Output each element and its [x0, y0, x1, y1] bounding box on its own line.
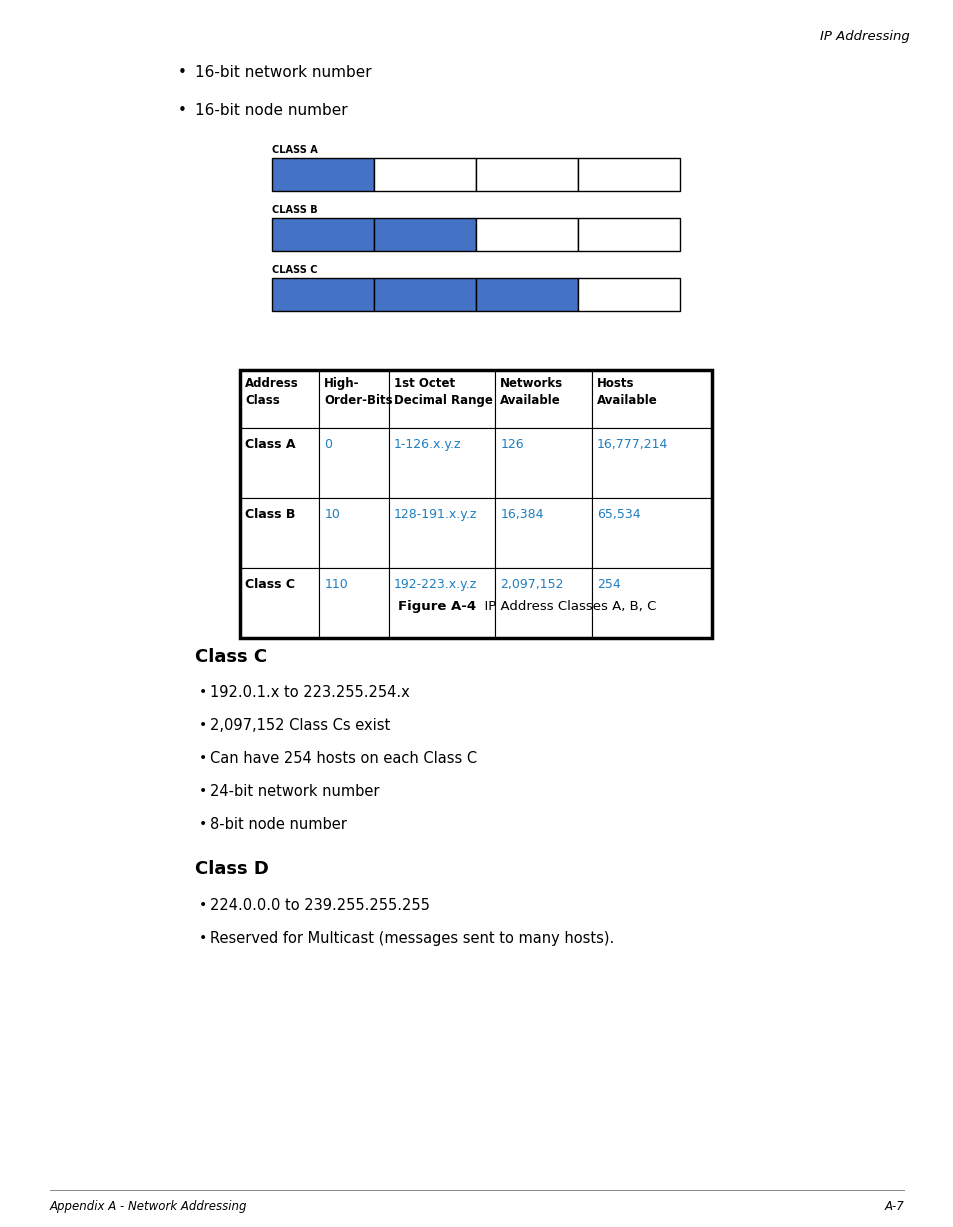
Bar	[495, 498, 592, 568]
Bar	[389, 428, 495, 498]
Text: 10: 10	[324, 508, 340, 521]
Text: 16,384: 16,384	[499, 508, 543, 521]
Text: •: •	[198, 685, 207, 699]
Text: Class C: Class C	[245, 578, 294, 591]
Bar	[240, 498, 319, 568]
Bar	[319, 498, 389, 568]
Text: •: •	[178, 65, 187, 80]
Bar	[592, 498, 711, 568]
Text: Class D: Class D	[194, 860, 269, 879]
Text: 24-bit network number: 24-bit network number	[210, 784, 379, 799]
Bar	[272, 218, 374, 252]
Text: Address
Class: Address Class	[245, 377, 298, 407]
Text: CLASS B: CLASS B	[272, 205, 317, 215]
Bar	[272, 158, 374, 191]
Text: 126: 126	[499, 438, 523, 452]
Text: 224.0.0.0 to 239.255.255.255: 224.0.0.0 to 239.255.255.255	[210, 898, 430, 913]
Text: A-7: A-7	[883, 1200, 903, 1214]
Text: Networks
Available: Networks Available	[499, 377, 563, 407]
Bar	[592, 568, 711, 638]
Text: 192.0.1.x to 223.255.254.x: 192.0.1.x to 223.255.254.x	[210, 685, 410, 699]
Bar	[240, 568, 319, 638]
Bar	[389, 371, 495, 428]
Text: 2,097,152 Class Cs exist: 2,097,152 Class Cs exist	[210, 718, 390, 733]
Text: •: •	[198, 817, 207, 831]
Text: Figure A-4: Figure A-4	[397, 600, 476, 614]
Text: 110: 110	[324, 578, 348, 591]
Text: 2,097,152: 2,097,152	[499, 578, 563, 591]
Bar	[319, 371, 389, 428]
Bar	[374, 158, 476, 191]
Text: •: •	[198, 931, 207, 945]
Text: 1st Octet
Decimal Range: 1st Octet Decimal Range	[394, 377, 493, 407]
Text: CLASS C: CLASS C	[272, 265, 317, 275]
Text: 0: 0	[324, 438, 332, 452]
Bar	[389, 498, 495, 568]
Bar	[495, 428, 592, 498]
Text: Class B: Class B	[245, 508, 295, 521]
Text: IP Address Classes A, B, C: IP Address Classes A, B, C	[476, 600, 656, 614]
Bar	[476, 218, 578, 252]
Bar	[240, 371, 319, 428]
Text: •: •	[198, 751, 207, 764]
Bar	[240, 428, 319, 498]
Text: Class A: Class A	[245, 438, 295, 452]
Bar	[319, 568, 389, 638]
Bar	[319, 428, 389, 498]
Bar	[374, 279, 476, 310]
Bar	[389, 568, 495, 638]
Text: •: •	[198, 784, 207, 798]
Text: 254: 254	[597, 578, 620, 591]
Text: •: •	[198, 898, 207, 912]
Text: Class C: Class C	[194, 648, 267, 666]
Bar	[578, 218, 679, 252]
Text: 65,534: 65,534	[597, 508, 640, 521]
Bar	[476, 158, 578, 191]
Text: High-
Order-Bits: High- Order-Bits	[324, 377, 393, 407]
Text: 128-191.x.y.z: 128-191.x.y.z	[394, 508, 477, 521]
Text: 16-bit network number: 16-bit network number	[194, 65, 372, 80]
Text: •: •	[178, 103, 187, 118]
Text: Hosts
Available: Hosts Available	[597, 377, 658, 407]
Text: 1-126.x.y.z: 1-126.x.y.z	[394, 438, 461, 452]
Text: 8-bit node number: 8-bit node number	[210, 817, 347, 832]
Text: 16,777,214: 16,777,214	[597, 438, 668, 452]
Bar	[495, 371, 592, 428]
Text: •: •	[198, 718, 207, 733]
Text: Appendix A - Network Addressing: Appendix A - Network Addressing	[50, 1200, 247, 1214]
Text: IP Addressing: IP Addressing	[820, 29, 909, 43]
Bar	[592, 371, 711, 428]
Text: 192-223.x.y.z: 192-223.x.y.z	[394, 578, 476, 591]
Text: 16-bit node number: 16-bit node number	[194, 103, 347, 118]
Text: Can have 254 hosts on each Class C: Can have 254 hosts on each Class C	[210, 751, 476, 766]
Bar	[374, 218, 476, 252]
Bar	[592, 428, 711, 498]
Bar	[240, 371, 711, 638]
Bar	[272, 279, 374, 310]
Bar	[495, 568, 592, 638]
Bar	[578, 279, 679, 310]
Text: Reserved for Multicast (messages sent to many hosts).: Reserved for Multicast (messages sent to…	[210, 931, 614, 946]
Bar	[578, 158, 679, 191]
Text: CLASS A: CLASS A	[272, 145, 317, 155]
Bar	[476, 279, 578, 310]
